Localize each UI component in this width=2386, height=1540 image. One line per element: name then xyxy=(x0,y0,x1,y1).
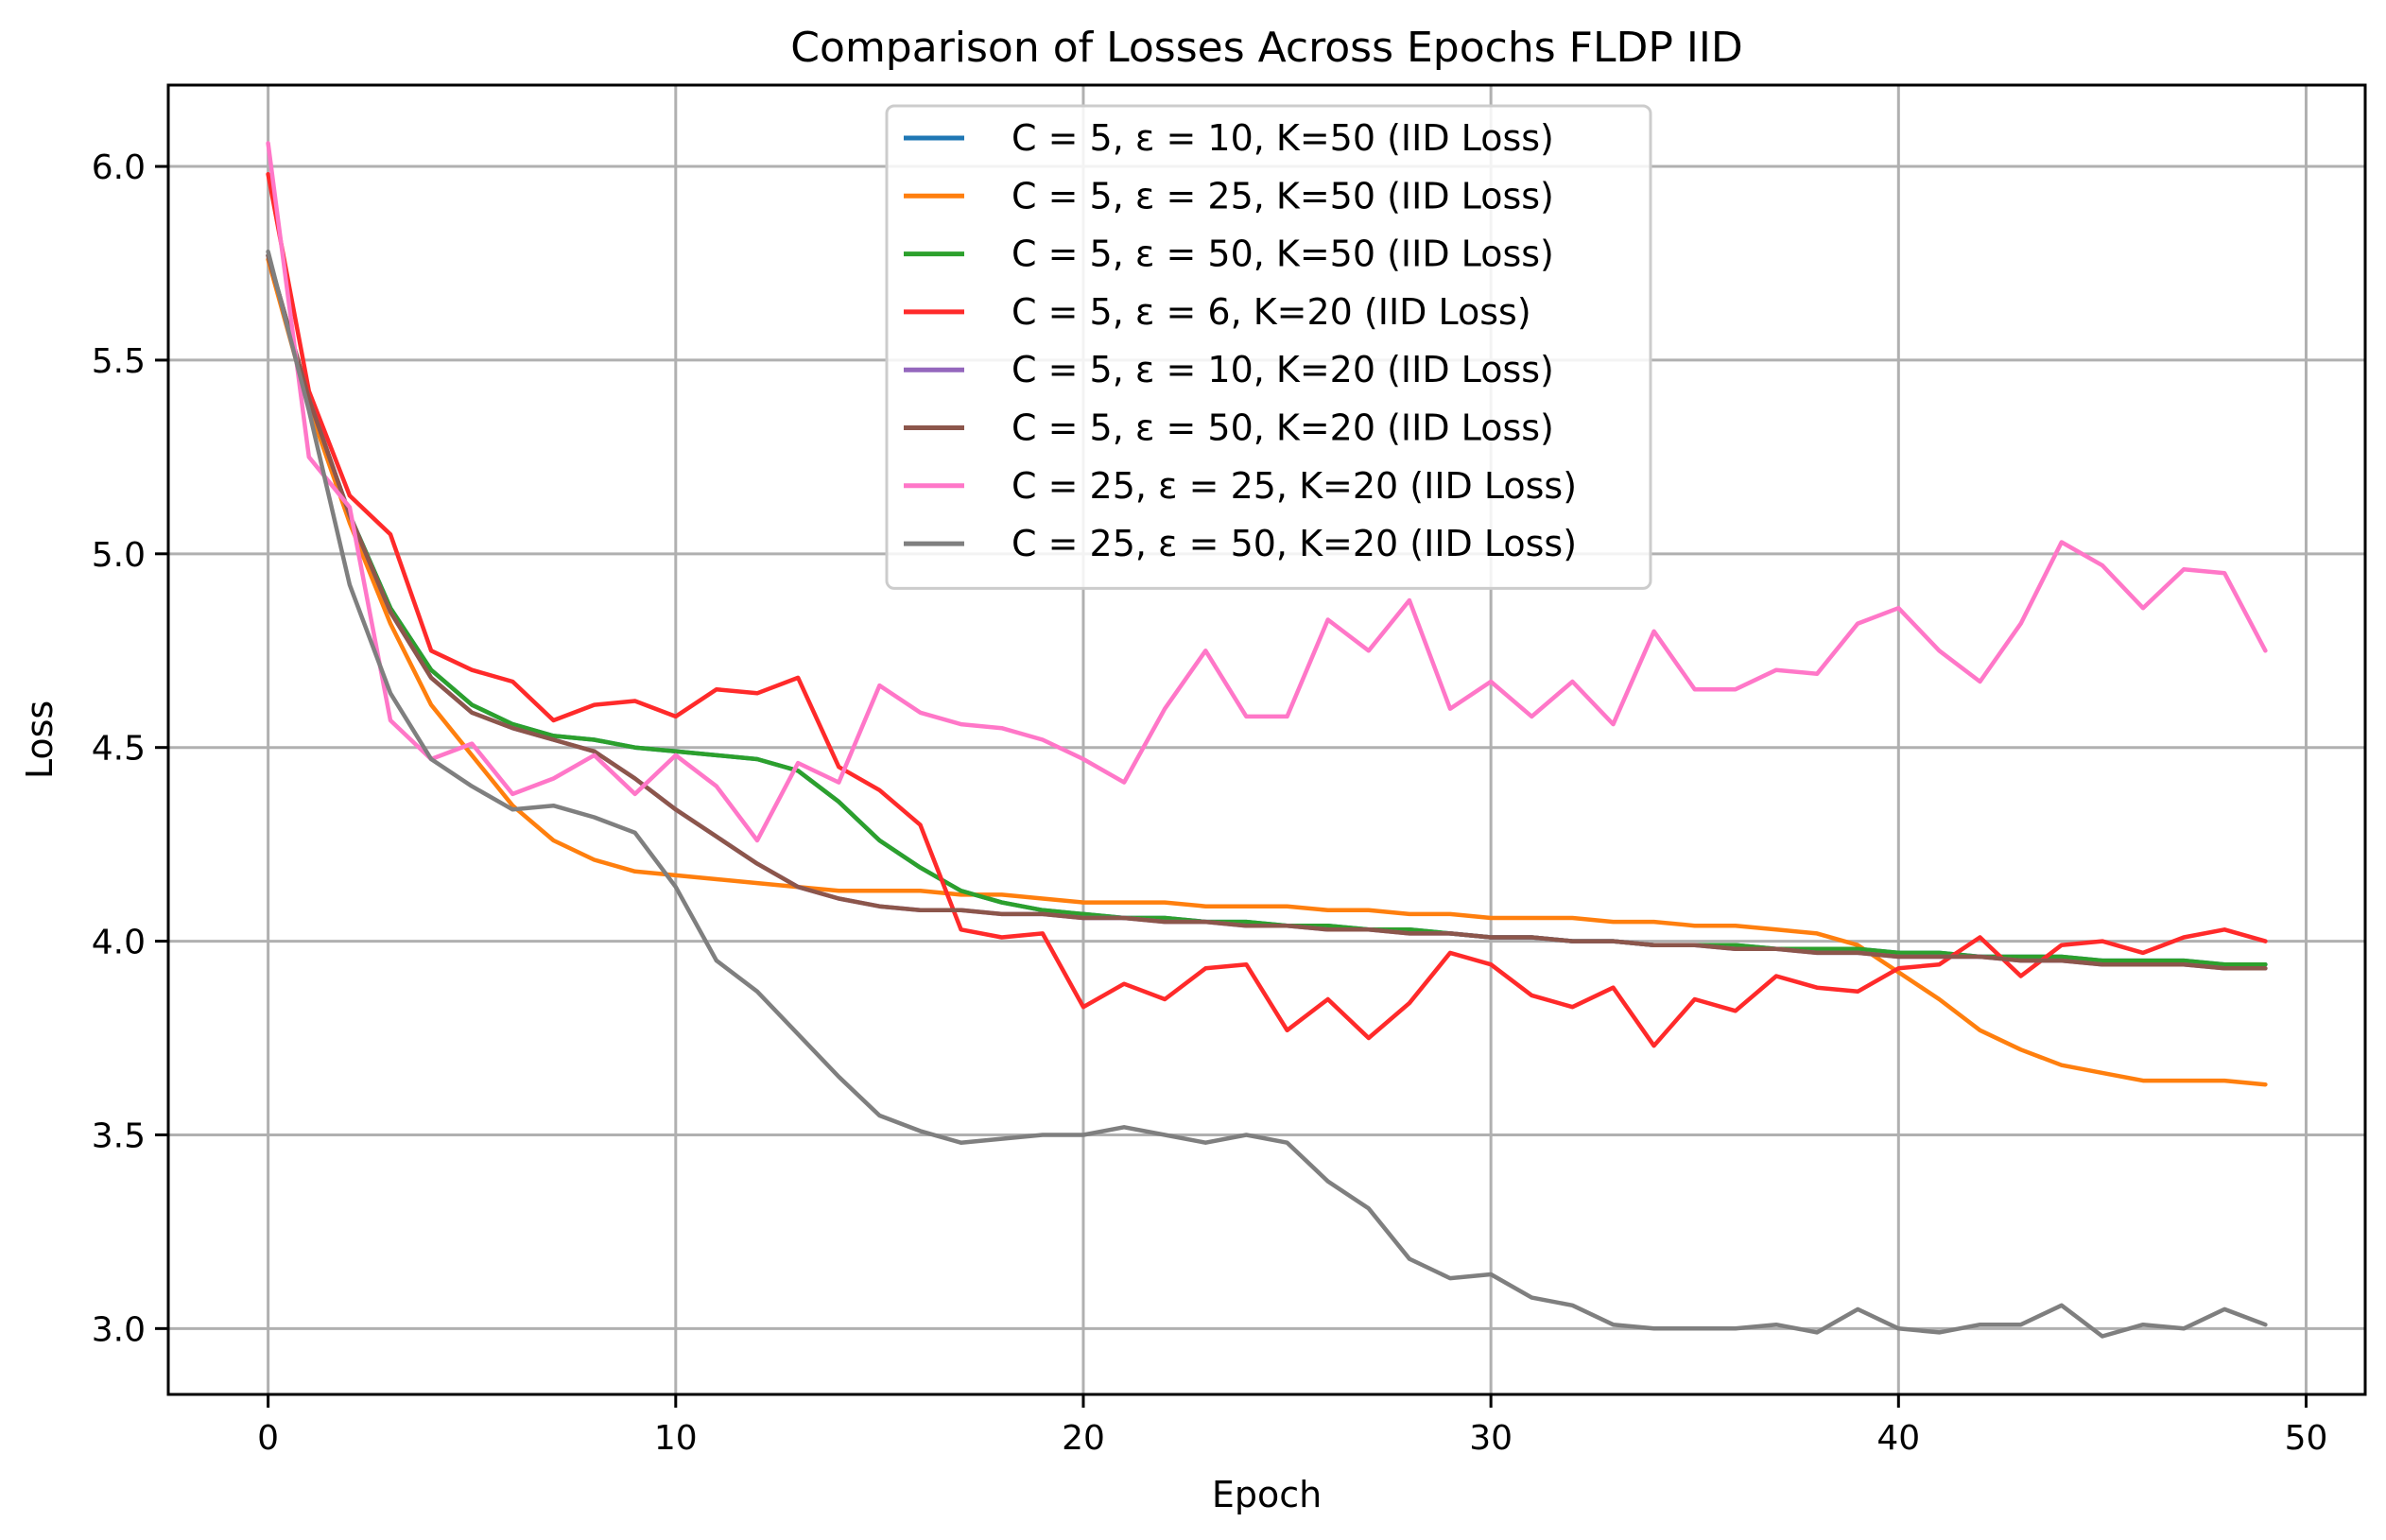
y-tick-label: 4.0 xyxy=(92,924,146,962)
x-tick-label: 50 xyxy=(2285,1419,2328,1458)
legend: C = 5, ε = 10, K=50 (IID Loss) C = 5, ε =… xyxy=(885,104,1652,590)
y-tick-label: 3.0 xyxy=(92,1310,146,1349)
y-tick-label: 5.0 xyxy=(92,536,146,575)
y-axis-label: Loss xyxy=(19,701,61,779)
y-tick-label: 4.5 xyxy=(92,730,146,769)
legend-label: C = 5, ε = 50, K=50 (IID Loss) xyxy=(1011,234,1554,275)
legend-label: C = 25, ε = 25, K=20 (IID Loss) xyxy=(1011,465,1577,507)
legend-label: C = 5, ε = 25, K=50 (IID Loss) xyxy=(1011,175,1554,216)
y-tick-label: 5.5 xyxy=(92,342,146,381)
series-line-4 xyxy=(266,171,2268,1048)
series-line-8 xyxy=(266,249,2268,1339)
series-line-7 xyxy=(266,141,2268,843)
plot-frame xyxy=(166,83,2367,1396)
legend-label: C = 5, ε = 50, K=20 (IID Loss) xyxy=(1011,407,1554,449)
y-tick-label: 3.5 xyxy=(92,1116,146,1155)
series-line-6 xyxy=(266,253,2268,971)
x-tick-label: 0 xyxy=(257,1419,279,1458)
axis-ticks: 0 10 20 30 40 50 3.0 3.5 4.0 4.5 5.0 5.5 6.0 xyxy=(92,148,2328,1458)
legend-label: C = 5, ε = 10, K=50 (IID Loss) xyxy=(1011,117,1554,159)
x-axis-label: Epoch xyxy=(1212,1474,1322,1515)
y-tick-label: 6.0 xyxy=(92,148,146,187)
x-tick-label: 40 xyxy=(1876,1419,1920,1458)
chart-title: Comparison of Losses Across Epochs FLDP … xyxy=(790,24,1742,72)
series-line-2 xyxy=(266,257,2268,1087)
legend-label: C = 5, ε = 10, K=20 (IID Loss) xyxy=(1011,349,1554,390)
legend-box xyxy=(885,104,1652,590)
series-lines xyxy=(266,141,2268,1339)
x-tick-label: 30 xyxy=(1469,1419,1513,1458)
legend-label: C = 25, ε = 50, K=20 (IID Loss) xyxy=(1011,523,1577,564)
legend-label: C = 5, ε = 6, K=20 (IID Loss) xyxy=(1011,291,1531,333)
x-tick-label: 20 xyxy=(1062,1419,1105,1458)
x-tick-label: 10 xyxy=(654,1419,698,1458)
